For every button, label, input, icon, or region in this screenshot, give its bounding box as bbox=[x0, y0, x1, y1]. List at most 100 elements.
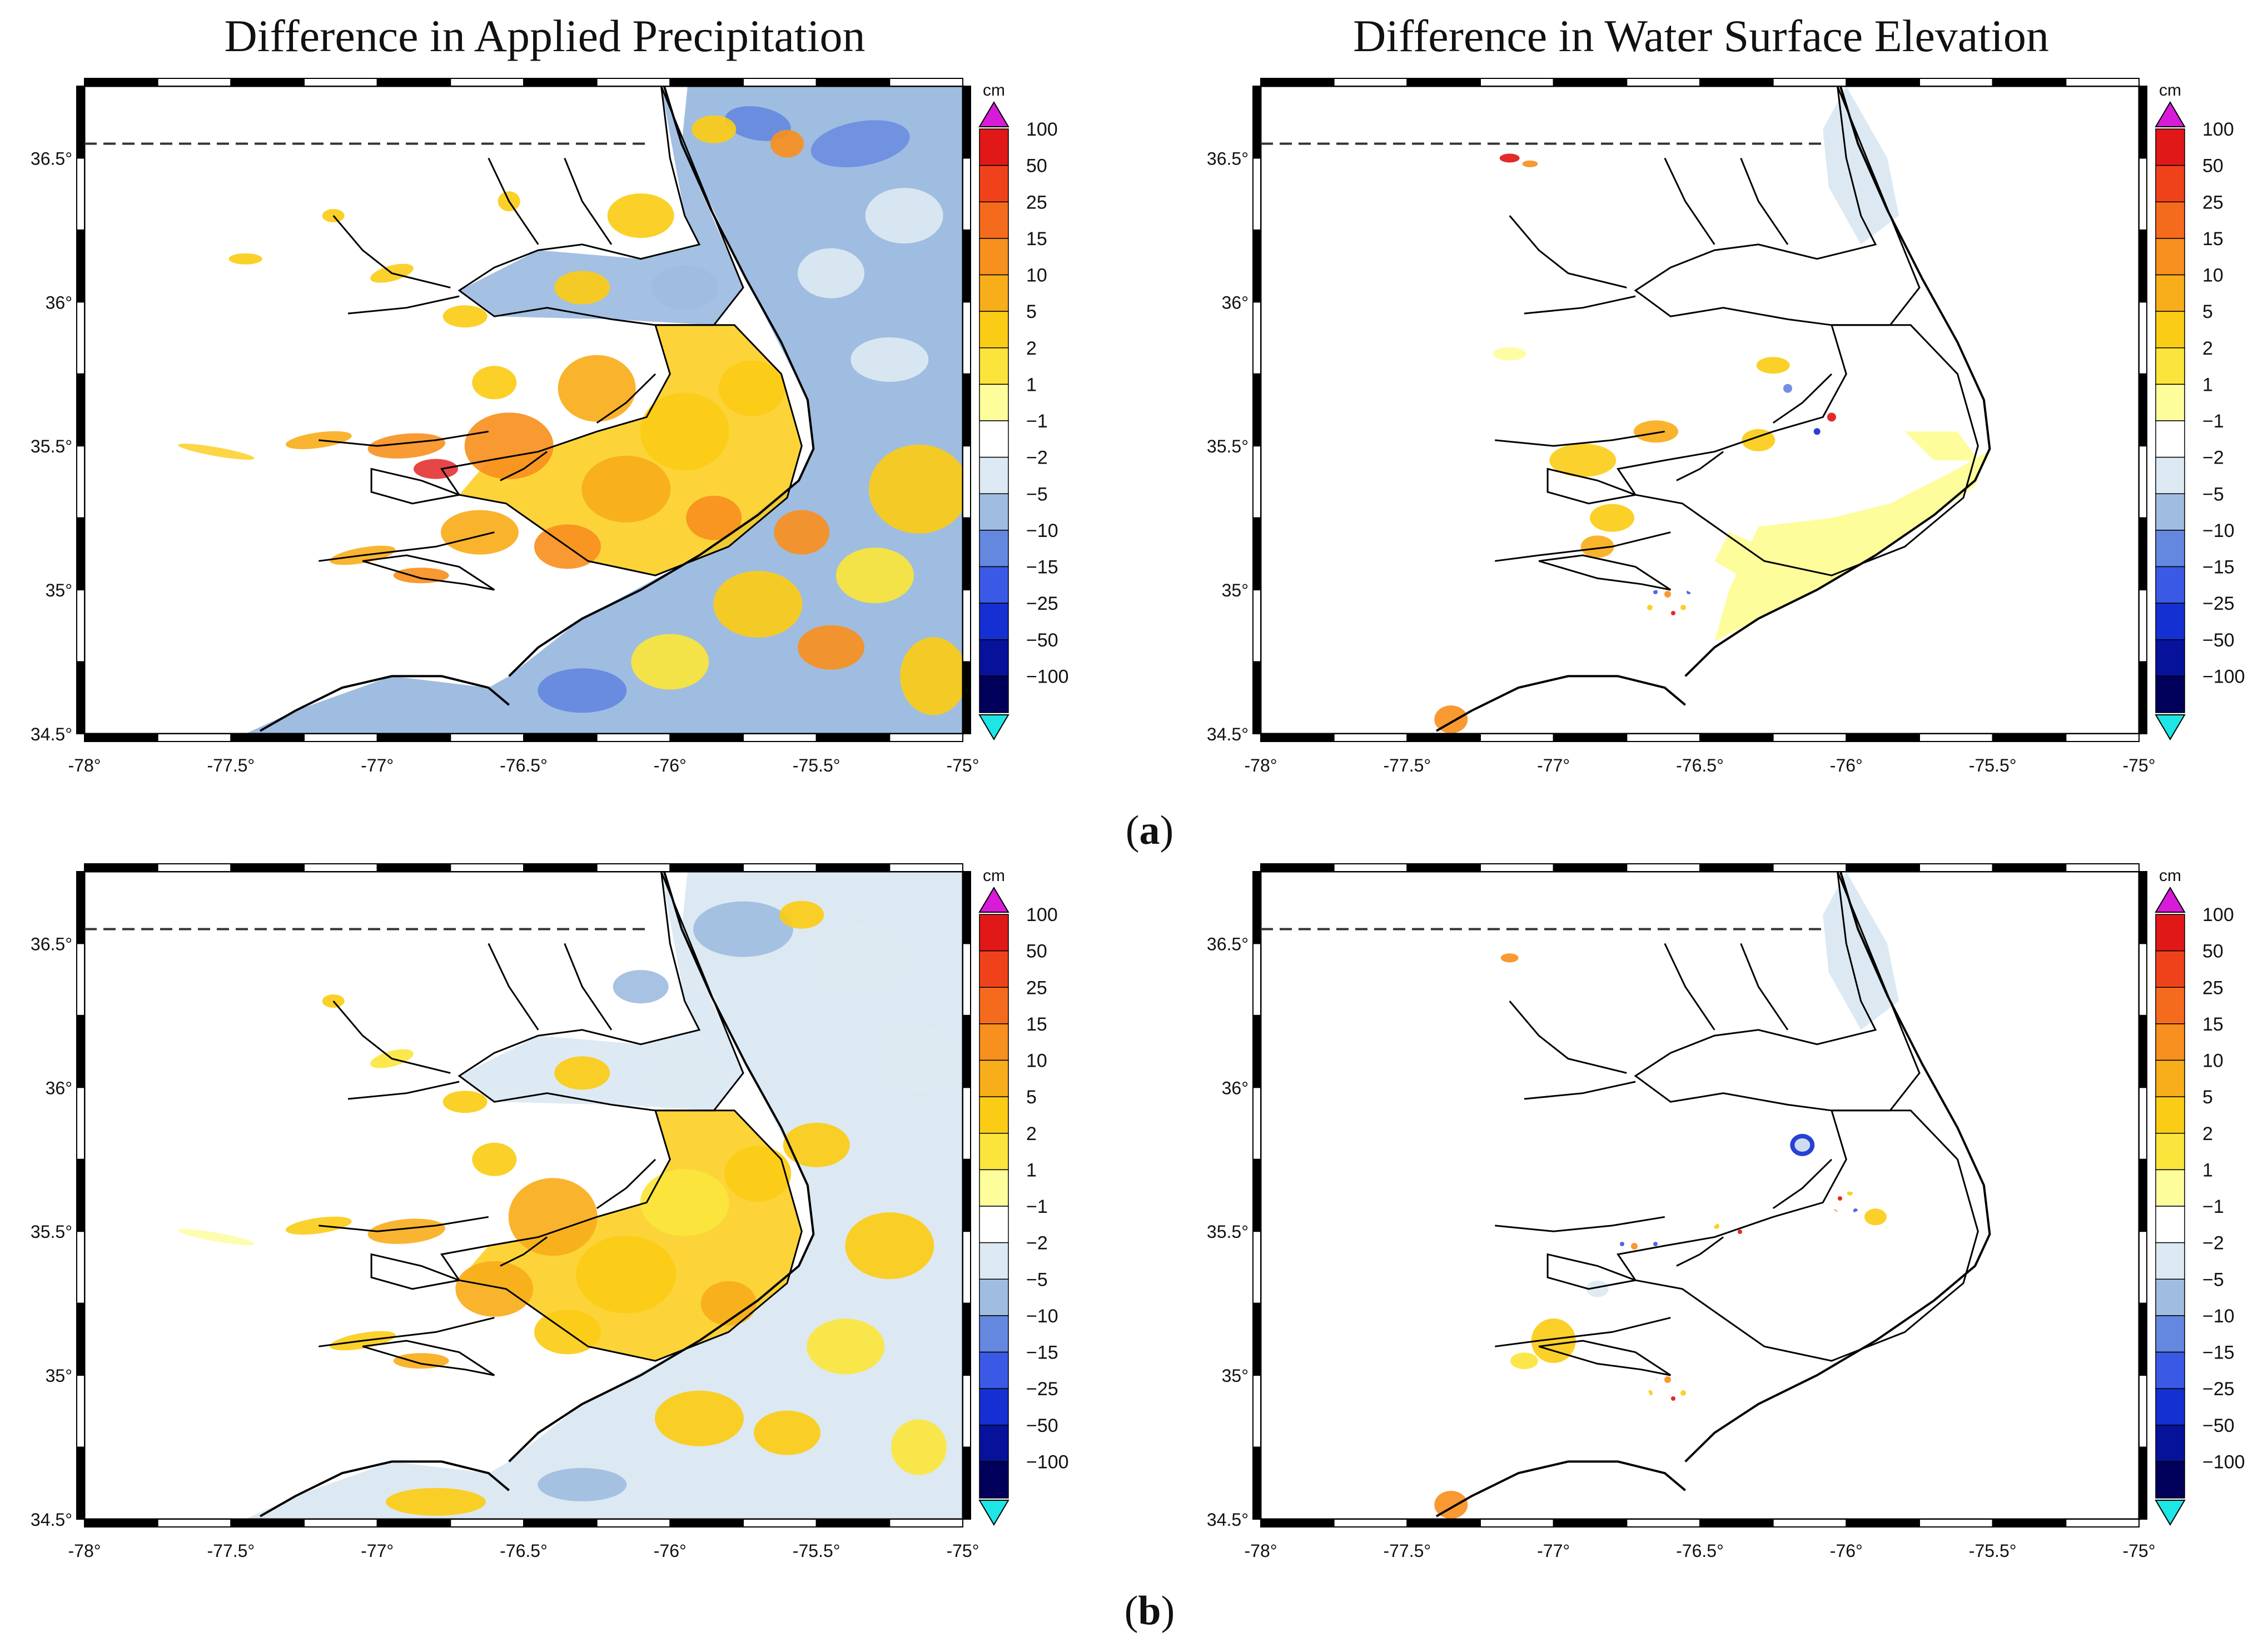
colorbar-label: −1 bbox=[2202, 411, 2224, 432]
panel-b-applied-precipitation: -78° -77.5° -77° -76.5° -76° -75.5° -75° 36.5° 3… bbox=[31, 863, 979, 1561]
colorbar-label: −50 bbox=[2202, 630, 2235, 651]
frame-tick-top bbox=[815, 78, 891, 87]
frame-tick-right bbox=[2138, 229, 2147, 303]
frame-tick-left bbox=[76, 1087, 85, 1160]
frame-tick-left bbox=[1252, 157, 1261, 231]
colorbar-label: −10 bbox=[2202, 520, 2235, 541]
colorbar-label: 1 bbox=[2202, 374, 2213, 395]
frame-tick-left bbox=[76, 1158, 85, 1232]
panel-label-b: (b) bbox=[1124, 1588, 1175, 1634]
estuary-blob bbox=[285, 1216, 352, 1235]
colorbar-label: −10 bbox=[1026, 520, 1058, 541]
frame-tick-top bbox=[1260, 863, 1335, 872]
wse-blob bbox=[1648, 1376, 1693, 1404]
colorbar-label: 15 bbox=[1026, 228, 1047, 250]
colorbar-cell bbox=[979, 566, 1009, 604]
colorbar-label: −5 bbox=[1026, 1269, 1048, 1290]
colorbar-cell bbox=[2155, 1315, 2185, 1353]
frame-tick-left bbox=[76, 871, 85, 944]
precip-blob bbox=[386, 688, 486, 722]
frame-tick-left bbox=[76, 661, 85, 734]
colorbar-cell bbox=[2155, 128, 2185, 166]
frame-tick-right bbox=[2138, 373, 2147, 447]
precip-blob bbox=[718, 360, 785, 416]
frame-tick-bottom bbox=[1553, 1519, 1628, 1527]
frame-tick-bottom bbox=[1480, 1519, 1554, 1527]
colorbar-cell bbox=[2155, 1242, 2185, 1280]
colorbar-cell bbox=[2155, 1425, 2185, 1462]
frame-tick-bottom bbox=[1772, 1519, 1847, 1527]
frame-tick-right bbox=[962, 229, 971, 303]
sound-shoreline bbox=[440, 324, 803, 576]
frame-tick-bottom bbox=[230, 733, 305, 742]
frame-tick-left bbox=[1252, 517, 1261, 591]
colorbar-cell bbox=[2155, 1096, 2185, 1134]
frame-tick-right bbox=[962, 157, 971, 231]
x-tick-label: -76.5° bbox=[500, 755, 548, 775]
frame-tick-right bbox=[2138, 589, 2147, 663]
frame-tick-bottom bbox=[1406, 733, 1481, 742]
colorbar-label: 100 bbox=[2202, 119, 2234, 140]
colorbar-label: −100 bbox=[1026, 666, 1069, 687]
precip-blob bbox=[754, 1410, 820, 1455]
river-shoreline bbox=[1772, 373, 1833, 424]
frame-tick-top bbox=[523, 78, 598, 87]
x-tick-label: -76° bbox=[654, 1541, 687, 1561]
precip-blob bbox=[869, 444, 963, 534]
colorbar-cell bbox=[979, 1461, 1009, 1499]
colorbar-cell bbox=[979, 201, 1009, 239]
y-tick-label: 35.5° bbox=[31, 1222, 72, 1242]
frame-tick-top bbox=[157, 78, 232, 87]
colorbar-label: 5 bbox=[2202, 1087, 2213, 1108]
wse-blob bbox=[1827, 412, 1836, 422]
colorbar-cell bbox=[979, 165, 1009, 202]
sound-shoreline bbox=[1546, 1253, 1639, 1290]
river-shoreline bbox=[500, 1236, 548, 1267]
frame-tick-top bbox=[889, 78, 964, 87]
frame-tick-bottom bbox=[157, 1519, 232, 1527]
colorbar-label: −50 bbox=[1026, 630, 1058, 651]
colorbar-cell bbox=[979, 456, 1009, 494]
colorbar-label: −50 bbox=[1026, 1415, 1058, 1436]
frame-tick-top bbox=[2065, 863, 2140, 872]
river-shoreline bbox=[319, 1216, 489, 1232]
frame-tick-top bbox=[1333, 863, 1408, 872]
river-shoreline bbox=[1676, 1236, 1724, 1267]
frame-tick-top bbox=[1992, 863, 2067, 872]
wse-blob bbox=[1742, 429, 1775, 451]
colorbar-label: −15 bbox=[1026, 557, 1058, 578]
sound-shoreline bbox=[440, 1109, 803, 1362]
y-tick-label: 35° bbox=[46, 1366, 72, 1386]
wse-blob bbox=[1510, 1352, 1538, 1370]
frame-tick-top bbox=[1626, 78, 1700, 87]
y-tick-label: 35.5° bbox=[1207, 1222, 1249, 1242]
frame-tick-right bbox=[2138, 1014, 2147, 1088]
frame-tick-bottom bbox=[2065, 1519, 2140, 1527]
wse-field bbox=[1904, 431, 1978, 461]
colorbar-cell bbox=[979, 1315, 1009, 1353]
colorbar-unit: cm bbox=[2159, 81, 2181, 99]
river-shoreline bbox=[1495, 1216, 1665, 1232]
wse-blob bbox=[1499, 153, 1520, 163]
colorbar-cell bbox=[979, 603, 1009, 640]
precip-blob bbox=[810, 120, 910, 167]
y-tick-label: 34.5° bbox=[1207, 724, 1249, 744]
y-tick-label: 34.5° bbox=[31, 1510, 72, 1530]
frame-tick-bottom bbox=[1406, 1519, 1481, 1527]
frame-tick-right bbox=[962, 517, 971, 591]
river-shoreline bbox=[1740, 943, 1789, 1031]
sound-shoreline bbox=[1538, 554, 1672, 591]
frame-tick-right bbox=[2138, 1446, 2147, 1520]
frame-tick-top bbox=[1260, 78, 1335, 87]
map-background bbox=[1261, 872, 2139, 1519]
frame-tick-left bbox=[1252, 943, 1261, 1016]
colorbar-cell bbox=[979, 1059, 1009, 1097]
sound-shoreline bbox=[370, 1253, 462, 1290]
colorbar-unit: cm bbox=[983, 81, 1005, 99]
x-tick-label: -75° bbox=[2122, 1541, 2155, 1561]
colorbar-over-triangle bbox=[2155, 887, 2186, 913]
precip-blob bbox=[850, 337, 929, 382]
frame-tick-top bbox=[596, 863, 671, 872]
y-tick-label: 36.5° bbox=[31, 148, 72, 168]
colorbar-label: −15 bbox=[2202, 557, 2235, 578]
